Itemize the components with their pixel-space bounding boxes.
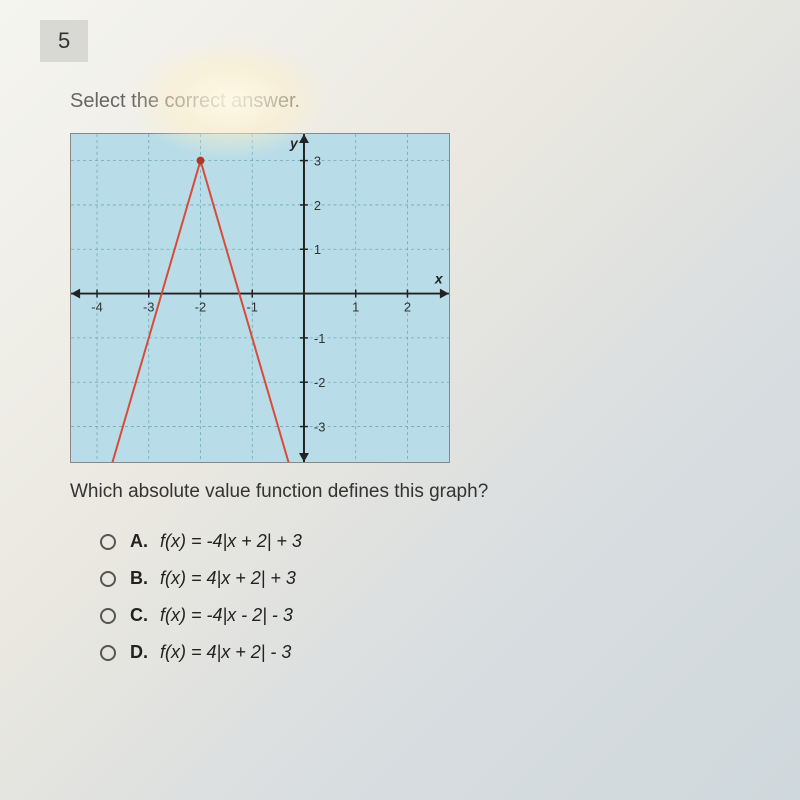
svg-text:-1: -1 xyxy=(314,331,325,346)
svg-text:-1: -1 xyxy=(246,299,257,314)
option-a[interactable]: A. f(x) = -4|x + 2| + 3 xyxy=(100,531,760,552)
option-text: f(x) = -4|x + 2| + 3 xyxy=(160,531,302,552)
option-letter: C. xyxy=(130,605,160,626)
option-letter: A. xyxy=(130,531,160,552)
svg-text:-4: -4 xyxy=(91,299,102,314)
svg-text:2: 2 xyxy=(404,299,411,314)
option-c[interactable]: C. f(x) = -4|x - 2| - 3 xyxy=(100,605,760,626)
radio-icon xyxy=(100,534,116,550)
instruction-text: Select the correct answer. xyxy=(70,90,760,113)
svg-text:-3: -3 xyxy=(143,299,154,314)
svg-text:y: y xyxy=(289,135,299,151)
graph: -4 -3 -2 -1 1 2 -3 -2 -1 1 2 3 x y xyxy=(70,133,450,463)
option-text: f(x) = 4|x + 2| - 3 xyxy=(160,642,291,663)
svg-text:-2: -2 xyxy=(195,299,206,314)
question-number: 5 xyxy=(40,20,88,62)
svg-text:3: 3 xyxy=(314,154,321,169)
radio-icon xyxy=(100,608,116,624)
svg-text:1: 1 xyxy=(314,242,321,257)
option-text: f(x) = 4|x + 2| + 3 xyxy=(160,568,296,589)
svg-text:-3: -3 xyxy=(314,420,325,435)
svg-text:2: 2 xyxy=(314,198,321,213)
option-letter: B. xyxy=(130,568,160,589)
options-list: A. f(x) = -4|x + 2| + 3 B. f(x) = 4|x + … xyxy=(100,531,760,663)
question-text: Which absolute value function defines th… xyxy=(70,481,760,503)
svg-text:x: x xyxy=(434,271,444,287)
option-b[interactable]: B. f(x) = 4|x + 2| + 3 xyxy=(100,568,760,589)
radio-icon xyxy=(100,645,116,661)
option-text: f(x) = -4|x - 2| - 3 xyxy=(160,605,293,626)
svg-text:1: 1 xyxy=(352,299,359,314)
option-letter: D. xyxy=(130,642,160,663)
option-d[interactable]: D. f(x) = 4|x + 2| - 3 xyxy=(100,642,760,663)
svg-text:-2: -2 xyxy=(314,375,325,390)
radio-icon xyxy=(100,571,116,587)
